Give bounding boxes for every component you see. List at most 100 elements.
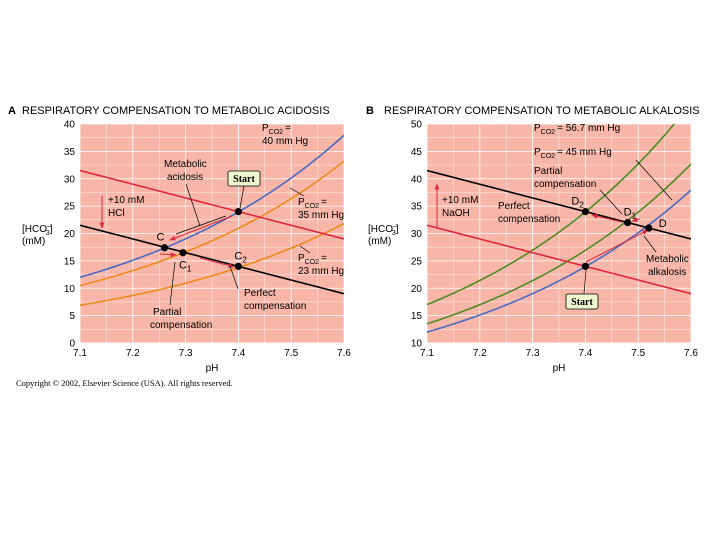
data-point — [581, 262, 590, 270]
isobar-pco2-56-7-b — [427, 124, 676, 306]
naoh-added-label-1: +10 mM — [442, 195, 478, 206]
x-tick-label: 7.1 — [420, 348, 434, 359]
data-point — [179, 249, 187, 257]
point-label: C — [156, 232, 164, 244]
partial-compensation-arrow-a — [159, 252, 177, 258]
panel-a-x-axis-label: pH — [206, 363, 219, 374]
perfect-compensation-label-a-2: compensation — [244, 301, 306, 312]
perfect-compensation-label-a-1: Perfect — [244, 288, 276, 299]
panel-a-series — [80, 134, 344, 307]
data-point — [624, 218, 632, 227]
isobar-23-leader — [299, 245, 311, 254]
start-leader-a — [239, 185, 245, 209]
isobar-56-7-label: PCO2 = 56.7 mm Hg — [534, 123, 620, 136]
isobar-40-value: 40 mm Hg — [262, 136, 308, 147]
y-tick-label: 0 — [69, 339, 75, 350]
panel-b-letter: B — [366, 105, 374, 117]
perfect-compensation-arrow-a — [199, 257, 235, 268]
x-tick-label: 7.2 — [126, 348, 140, 359]
isobar-45-label: PCO2 = 45 mm Hg — [534, 147, 612, 160]
panel-a-y-axis-label: [HCO– 3] — [22, 223, 53, 237]
y-tick-label: 50 — [411, 120, 423, 131]
panel-a-tick-labels: 7.1 7.2 7.3 7.4 7.5 7.6 0 5 10 15 20 25 30 35 40 — [64, 120, 352, 360]
perfect-compensation-label-b-2: compensation — [498, 214, 560, 225]
partial-compensation-label-b-1: Partial — [534, 166, 562, 177]
partial-compensation-label-a-1: Partial — [153, 307, 181, 318]
acidosis-callout — [175, 215, 227, 235]
panel-a-points: C C1 C2 — [156, 208, 247, 274]
isobar-pco2-23-a — [80, 222, 344, 307]
point-label: D — [659, 218, 667, 230]
x-tick-label: 7.6 — [684, 348, 698, 359]
start-label-a: Start — [233, 174, 255, 185]
x-tick-label: 7.5 — [631, 348, 645, 359]
point-label: C2 — [234, 250, 247, 264]
partial-leader-a — [169, 261, 176, 306]
metabolic-acidosis-label-2: acidosis — [167, 172, 203, 183]
metabolic-alkalosis-label-1: Metabolic — [646, 254, 689, 265]
perfect-compensation-arrow-b — [591, 213, 623, 223]
panel-b-y-axis-unit: (mM) — [368, 236, 391, 247]
panel-b-grid — [426, 123, 692, 344]
isobar-23-label: PCO2 = — [298, 253, 327, 266]
panel-b-title: RESPIRATORY COMPENSATION TO METABOLIC AL… — [384, 105, 700, 117]
isobar-35-label: PCO2 = — [298, 197, 327, 210]
y-tick-label: 10 — [64, 284, 76, 295]
isobar-pco2-45-b — [427, 163, 691, 325]
x-tick-label: 7.4 — [578, 348, 592, 359]
acidosis-label-leader — [185, 183, 201, 227]
partial-compensation-label-b-2: compensation — [534, 179, 596, 190]
hcl-added-label-2: HCl — [108, 208, 125, 219]
point-label: C1 — [179, 260, 192, 274]
partial-leader-b — [599, 189, 623, 215]
y-tick-label: 45 — [411, 147, 423, 158]
hcl-added-label-1: +10 mM — [108, 195, 144, 206]
isobar-23-value: 23 mm Hg — [298, 266, 344, 277]
y-tick-label: 20 — [64, 229, 76, 240]
x-tick-label: 7.5 — [284, 348, 298, 359]
alkalosis-arrow — [585, 229, 649, 263]
data-point — [581, 208, 590, 216]
panel-a: A RESPIRATORY COMPENSATION TO METABOLIC … — [8, 105, 351, 374]
y-tick-label: 30 — [411, 229, 423, 240]
x-tick-label: 7.2 — [473, 348, 487, 359]
data-point — [234, 262, 242, 270]
x-tick-label: 7.6 — [337, 348, 351, 359]
copyright-notice: Copyright © 2002, Elsevier Science (USA)… — [16, 378, 233, 388]
y-tick-label: 5 — [69, 311, 75, 322]
panel-b-y-axis-label: [HCO– 3] — [368, 223, 399, 237]
isobar-35-value: 35 mm Hg — [298, 210, 344, 221]
isobar-40-label: PCO2 = — [262, 123, 291, 136]
isobar-pco2-35-a — [80, 160, 344, 287]
data-point — [160, 244, 169, 252]
start-label-b: Start — [571, 297, 593, 308]
y-tick-label: 40 — [411, 174, 423, 185]
buffer-line-black-a — [80, 224, 344, 295]
x-tick-label: 7.4 — [231, 348, 245, 359]
start-box-b — [565, 293, 599, 310]
y-tick-label: 35 — [64, 147, 76, 158]
x-tick-label: 7.3 — [179, 348, 193, 359]
x-tick-label: 7.1 — [73, 348, 87, 359]
panel-b-points: D2 D1 D — [571, 196, 667, 270]
start-leader-b — [583, 269, 587, 295]
panel-a-letter: A — [8, 105, 16, 117]
x-tick-label: 7.3 — [526, 348, 540, 359]
isobar-pco2-40-a — [80, 134, 344, 279]
metabolic-alkalosis-label-2: alkalosis — [648, 267, 686, 278]
panel-b-tick-labels: 7.1 7.2 7.3 7.4 7.5 7.6 10 15 20 25 30 35 40 45 50 — [411, 120, 699, 360]
isobar-45-leader — [635, 159, 673, 201]
point-label: D1 — [624, 207, 637, 221]
partial-compensation-arrow-b — [631, 217, 641, 223]
isobar-35-leader — [289, 187, 305, 197]
panel-a-title: RESPIRATORY COMPENSATION TO METABOLIC AC… — [22, 105, 330, 117]
y-tick-label: 30 — [64, 174, 76, 185]
alkalosis-label-leader — [643, 235, 657, 253]
buffer-line-red-b — [427, 224, 691, 295]
y-tick-label: 20 — [411, 284, 423, 295]
y-tick-label: 10 — [411, 339, 423, 350]
y-tick-label: 25 — [411, 256, 423, 267]
y-tick-label: 35 — [411, 202, 423, 213]
y-tick-label: 15 — [411, 311, 423, 322]
